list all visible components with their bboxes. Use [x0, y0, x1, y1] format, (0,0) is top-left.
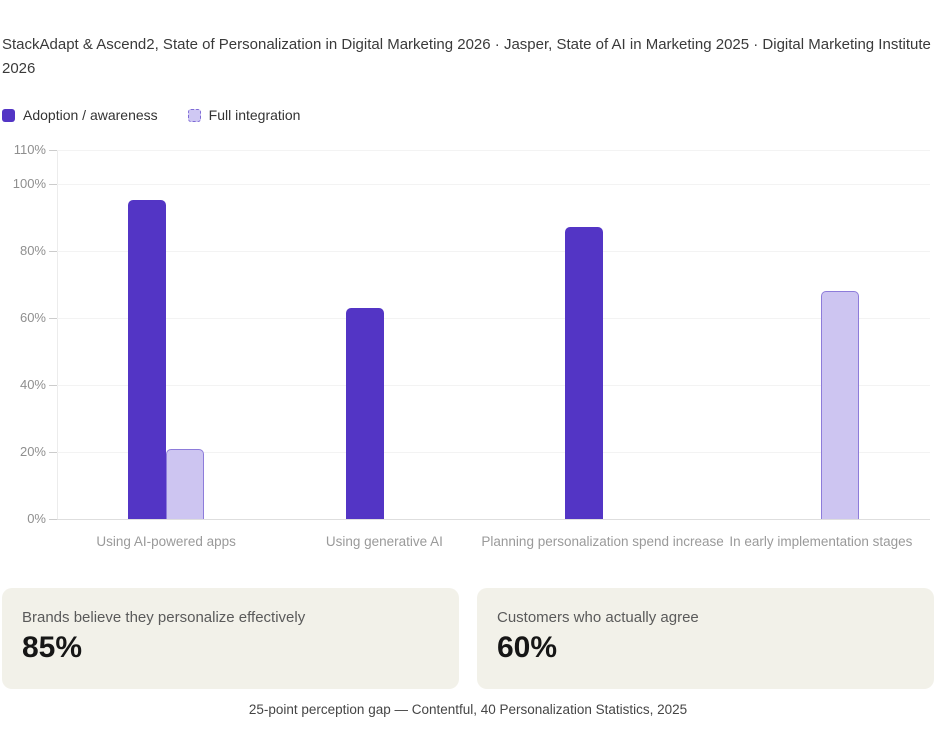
- y-axis-tick: [49, 451, 57, 453]
- y-tick-label: 40%: [19, 376, 46, 392]
- y-axis-tick: [49, 150, 57, 151]
- gridline-100: [57, 183, 930, 185]
- y-axis-line: [57, 150, 58, 519]
- gridline-60: [57, 317, 930, 319]
- x-category-label-2: Planning personalization spend increase: [481, 534, 724, 549]
- y-tick-label: 80%: [19, 242, 46, 258]
- y-tick-label: 110%: [13, 142, 46, 157]
- gridline-0: [57, 519, 930, 520]
- stat-card-customers: Customers who actually agree 60%: [477, 588, 934, 689]
- bar-adoption-2: [564, 227, 603, 519]
- legend-swatch-solid-icon: [2, 108, 15, 122]
- legend-label: Adoption / awareness: [23, 107, 158, 123]
- y-axis-tick: [49, 384, 57, 386]
- legend-item-full-integration[interactable]: Full integration: [187, 107, 301, 123]
- y-axis-tick: [49, 519, 57, 520]
- bar-full-integration-0: [166, 448, 205, 519]
- stat-card-value: 85%: [22, 631, 83, 664]
- y-tick-label: 60%: [19, 309, 46, 325]
- bar-adoption-0: [128, 200, 167, 519]
- legend-swatch-dashed-icon: [187, 108, 201, 122]
- stat-card-brands: Brands believe they personalize effectiv…: [2, 588, 459, 689]
- y-axis-tick: [49, 250, 57, 252]
- y-tick-label: 100%: [12, 175, 46, 191]
- x-category-label-0: Using AI-powered apps: [96, 534, 236, 549]
- chart-legend: Adoption / awareness Full integration: [2, 107, 300, 123]
- y-tick-label: 0%: [27, 511, 46, 526]
- legend-label: Full integration: [208, 107, 301, 123]
- y-axis-tick: [49, 183, 57, 185]
- legend-item-adoption-awareness[interactable]: Adoption / awareness: [2, 107, 158, 123]
- stat-card-label: Customers who actually agree: [497, 609, 699, 626]
- gridline-40: [57, 384, 930, 386]
- gridline-110: [57, 150, 930, 151]
- bar-full-integration-3: [820, 290, 859, 519]
- chart-source-title: StackAdapt & Ascend2, State of Personali…: [2, 36, 931, 77]
- stat-card-value: 60%: [497, 631, 558, 664]
- gridline-80: [57, 250, 930, 252]
- stat-card-label: Brands believe they personalize effectiv…: [22, 609, 306, 626]
- y-tick-label: 20%: [19, 443, 46, 459]
- gridline-20: [57, 451, 930, 453]
- bar-adoption-1: [346, 307, 385, 519]
- x-category-label-3: In early implementation stages: [729, 534, 913, 549]
- x-category-label-1: Using generative AI: [325, 534, 443, 549]
- y-axis-tick: [49, 317, 57, 319]
- footer-caption: 25-point perception gap — Contentful, 40…: [248, 702, 688, 717]
